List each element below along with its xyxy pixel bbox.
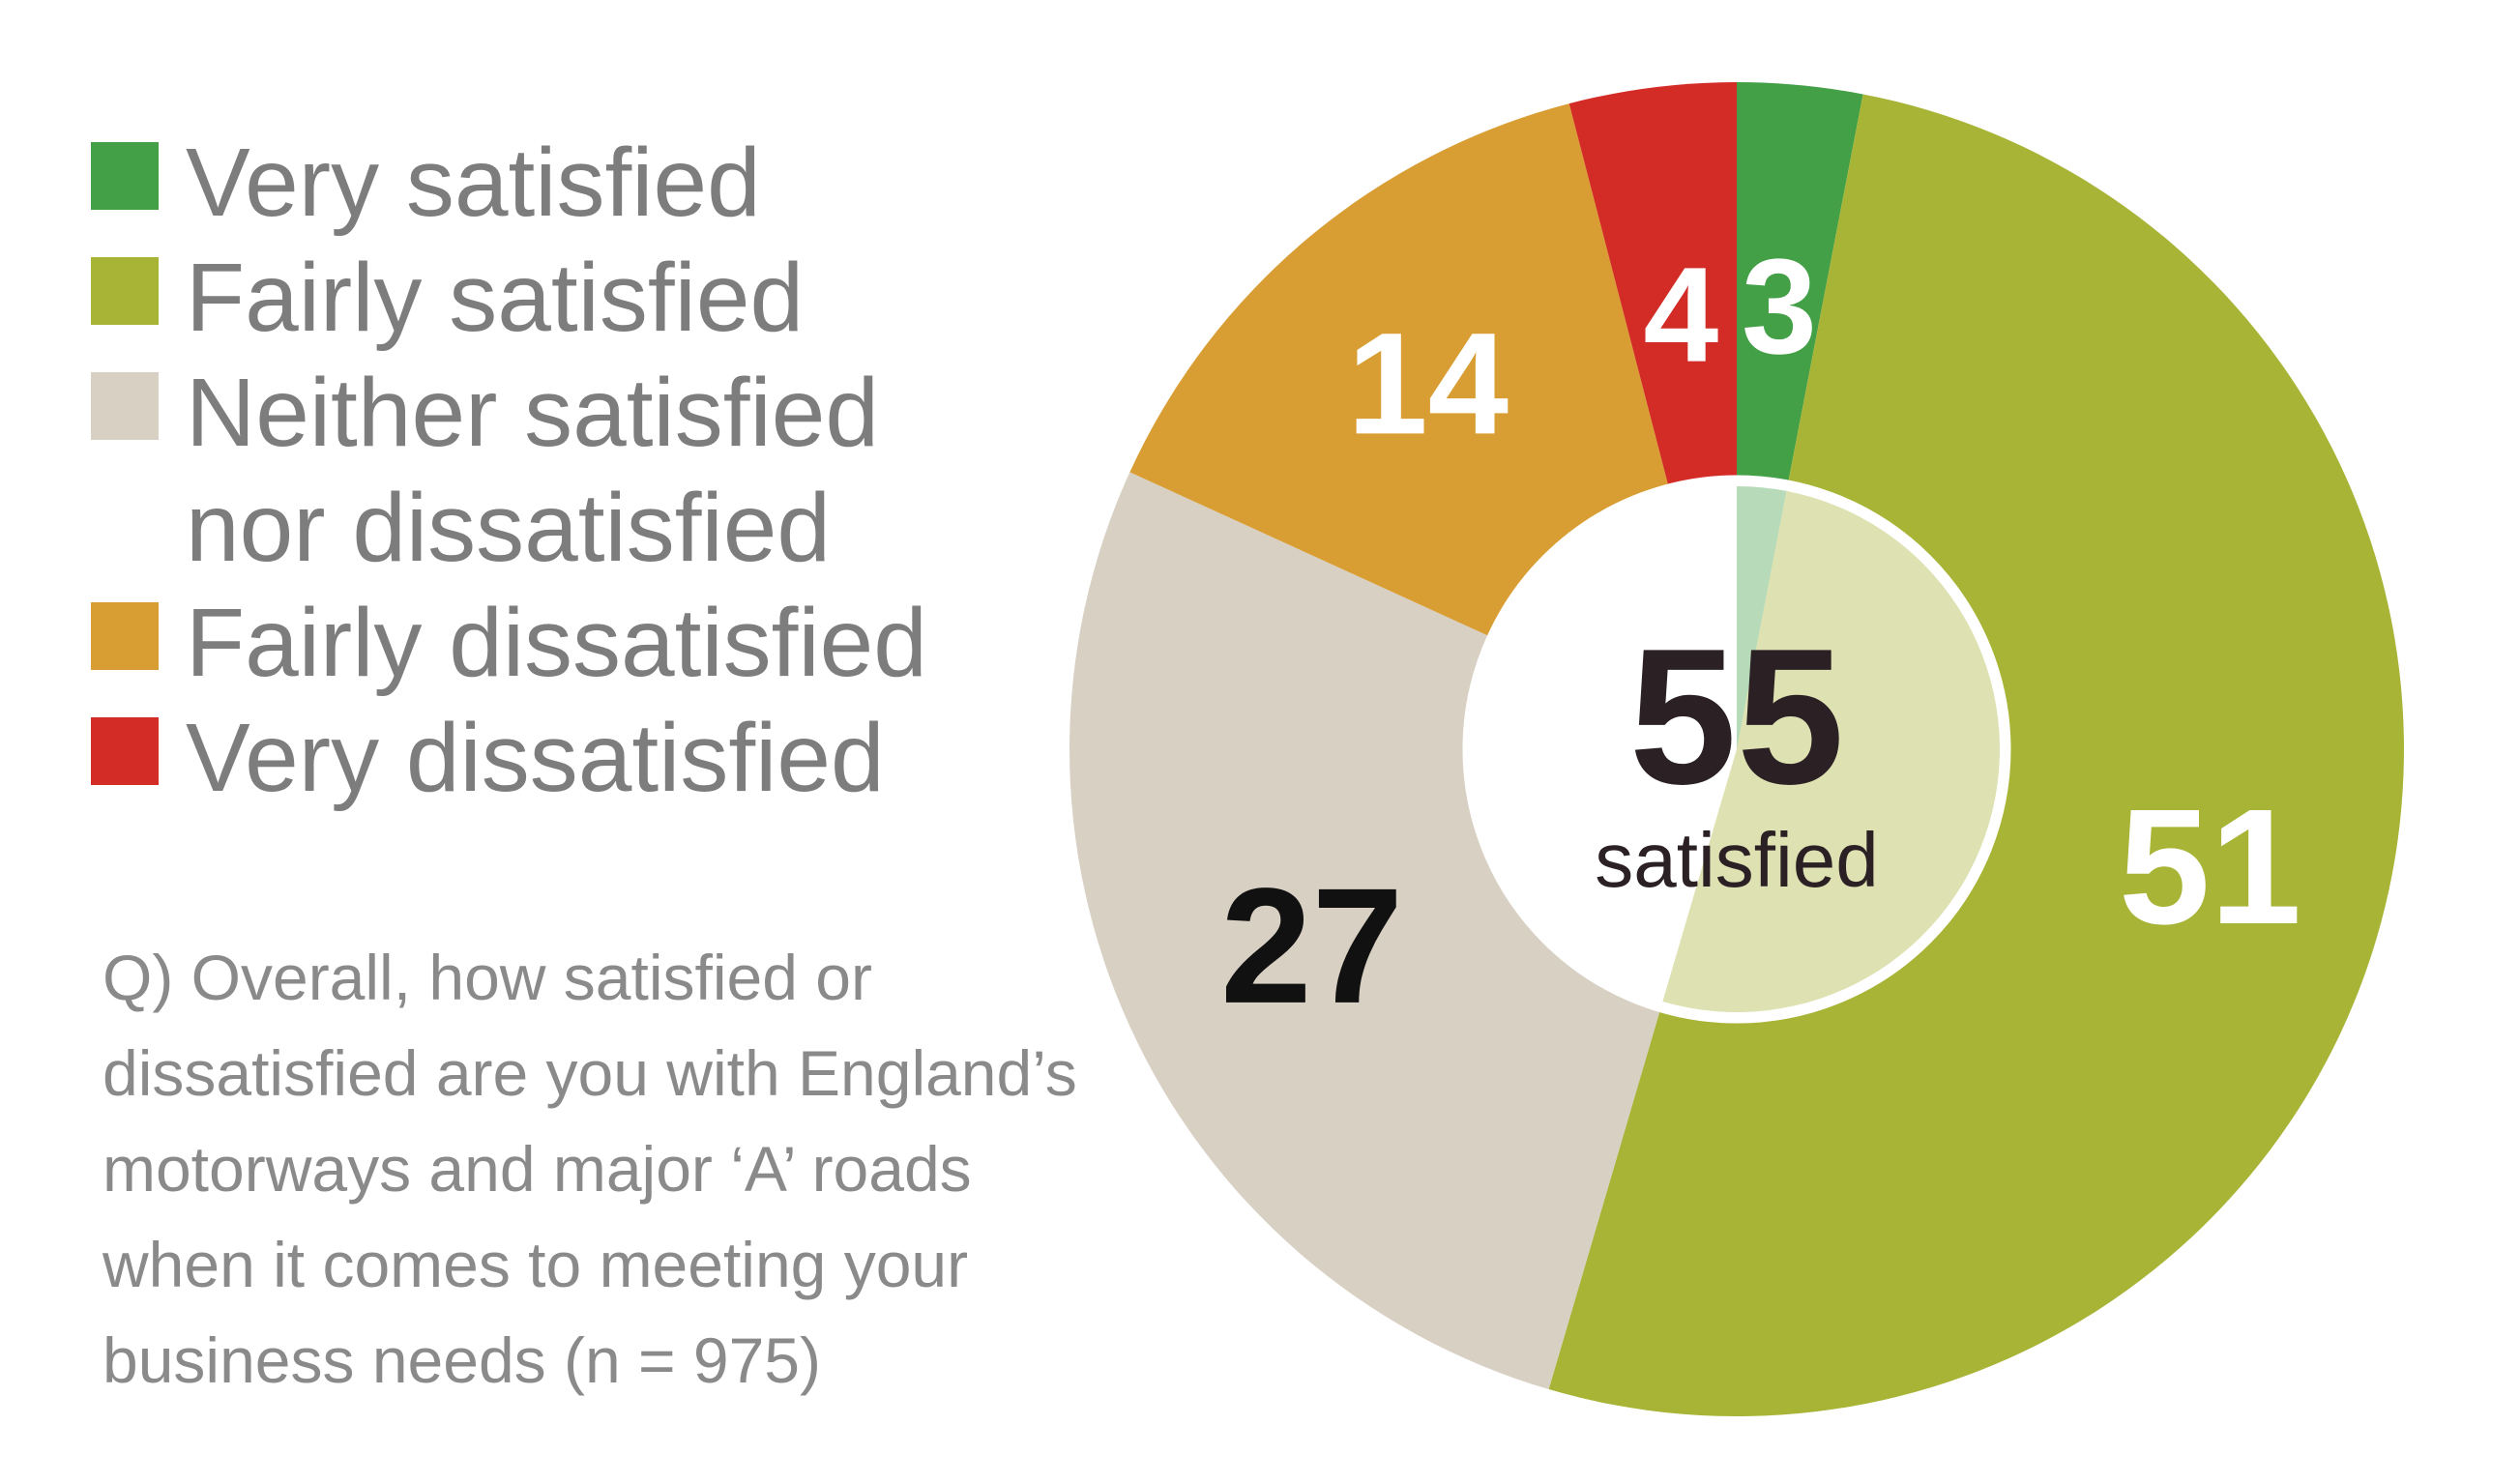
legend-item-very-satisfied: Very satisfied: [89, 126, 927, 241]
legend-label-fairly-dissatisfied: Fairly dissatisfied: [186, 589, 927, 697]
slice-labels: 3 51 27 14 4: [1220, 230, 2301, 1038]
question-line: dissatisfied are you with England’s: [103, 1037, 1077, 1109]
question-line: motorways and major ‘A’ roads: [103, 1133, 972, 1205]
legend-swatch-fairly-dissatisfied: [91, 602, 159, 670]
legend-item-fairly-satisfied: Fairly satisfied: [89, 241, 927, 356]
donut-hole-outline: [1462, 475, 2011, 1024]
survey-question: Q) Overall, how satisfied or dissatisfie…: [103, 930, 1128, 1409]
slice-label-fairly-dissatisfied: 14: [1347, 302, 1509, 464]
chart-legend: Very satisfied Fairly satisfied Neither …: [89, 126, 927, 816]
legend-swatch-fairly-satisfied: [91, 257, 159, 325]
question-line: business needs (n = 975): [103, 1324, 821, 1396]
slice-label-neither-satisfied-nor-dissatisfied: 27: [1220, 855, 1403, 1038]
slice-label-fairly-satisfied: 51: [2119, 775, 2301, 959]
question-line: Q) Overall, how satisfied or: [103, 942, 872, 1013]
legend-swatch-neither: [91, 372, 159, 440]
donut-hole: [1469, 481, 2005, 1017]
inner-slice-very-satisfied: [1737, 486, 1787, 749]
legend-label-neither: Neither satisfied: [186, 359, 879, 467]
legend-item-fairly-dissatisfied: Fairly dissatisfied: [89, 586, 927, 701]
satisfied-share-ring: [1662, 486, 2001, 1013]
legend-swatch-very-satisfied: [91, 142, 159, 210]
slice-label-very-satisfied: 3: [1742, 230, 1817, 382]
slice-label-very-dissatisfied: 4: [1643, 239, 1718, 391]
question-line: when it comes to meeting your: [103, 1229, 969, 1300]
center-label: satisfied: [1595, 817, 1878, 903]
legend-label-very-satisfied: Very satisfied: [186, 129, 761, 237]
center-value: 55: [1629, 609, 1844, 825]
inner-slice-fairly-satisfied: [1662, 490, 2001, 1013]
legend-label-neither-line2: nor dissatisfied: [186, 474, 831, 582]
legend-label-very-dissatisfied: Very dissatisfied: [186, 704, 885, 812]
legend-item-very-dissatisfied: Very dissatisfied: [89, 701, 927, 816]
legend-label-fairly-satisfied: Fairly satisfied: [186, 244, 805, 352]
legend-swatch-very-dissatisfied: [91, 717, 159, 785]
legend-item-neither: Neither satisfied nor dissatisfied: [89, 356, 927, 586]
